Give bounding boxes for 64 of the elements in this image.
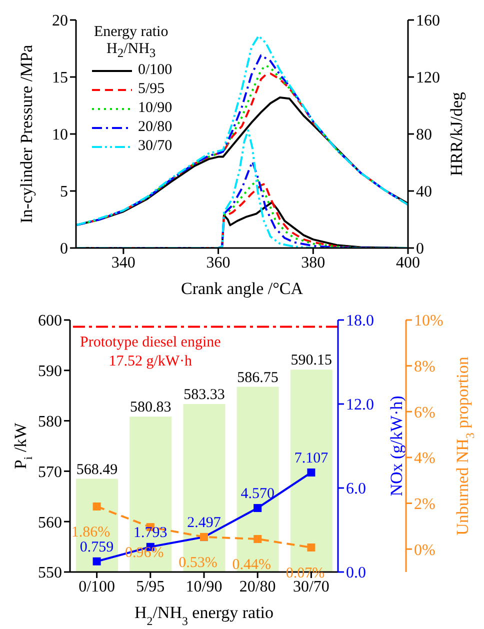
point (92, 502, 101, 510)
y2-tick-label: 40 (416, 184, 432, 201)
data-label: 580.83 (130, 400, 172, 416)
point (307, 468, 316, 476)
data-label: 583.33 (184, 387, 225, 404)
legend-label: 10/90 (138, 99, 172, 118)
x-tick-label: 5/95 (136, 578, 165, 596)
data-label: 0.759 (80, 539, 114, 556)
y3-tick-label: 6% (414, 404, 436, 422)
y-tick-label: 590 (38, 363, 62, 380)
y2-tick-label: 80 (416, 126, 432, 144)
ref-line-label: Prototype diesel engine 17.52 g/kW·h (80, 334, 222, 370)
y-tick-label: 580 (38, 413, 62, 430)
x-axis-title: Crank angle /°CA (181, 279, 304, 298)
legend-label: 0/100 (138, 61, 172, 80)
data-label: 590.15 (290, 352, 332, 369)
y3-tick-label: 10% (414, 312, 444, 330)
data-label: 2.497 (187, 515, 222, 532)
x-axis-title: H$_{2}$/NH$_{3}$ energy ratio (134, 603, 274, 628)
y2-axis-title: HRR/kJ/deg (446, 91, 466, 176)
data-label: 0.53% (178, 554, 218, 571)
x-tick-label: 380 (301, 254, 326, 272)
y-tick-label: 570 (38, 464, 62, 481)
x-tick-label: 0/100 (78, 578, 116, 596)
y-tick-label: 10 (52, 126, 68, 144)
y2-tick-label: 6.0 (346, 480, 366, 498)
data-label: 0.44% (232, 557, 271, 574)
y-tick-label: 0 (60, 240, 68, 258)
data-label: 568.49 (76, 462, 118, 478)
x-tick-label: 30/70 (292, 578, 330, 596)
data-label: 586.75 (237, 370, 278, 386)
y3-tick-label: 2% (414, 496, 436, 513)
data-label: 4.570 (240, 486, 274, 502)
point (92, 557, 101, 566)
legend-label: 5/95 (138, 80, 165, 99)
y3-tick-label: 4% (414, 450, 436, 468)
y3-tick-label: 8% (414, 358, 436, 376)
x-tick-label: 360 (206, 254, 230, 272)
y2-tick-label: 12.0 (346, 396, 374, 414)
y2-tick-label: 120 (416, 70, 440, 87)
y-tick-label: 550 (38, 564, 62, 582)
y-tick-label: 560 (38, 514, 62, 532)
data-label: 1.793 (134, 524, 168, 541)
legend-label: 20/80 (138, 118, 172, 137)
y2-tick-label: 160 (416, 12, 440, 30)
x-tick-label: 340 (111, 254, 136, 272)
y-tick-label: 600 (38, 312, 62, 330)
y2-tick-label: 0.0 (346, 564, 366, 582)
y2-tick-label: 18.0 (346, 312, 374, 330)
y2-axis-title: NOx (g/kW·h) (386, 396, 406, 496)
x-tick-label: 20/80 (239, 578, 276, 596)
data-label: 7.107 (294, 450, 329, 466)
y-tick-label: 15 (52, 70, 68, 87)
legend-title: Energy ratio H$_{2}$/NH$_{3}$ (92, 24, 170, 61)
point (254, 535, 262, 544)
y-tick-label: 20 (52, 12, 68, 30)
point (307, 543, 316, 552)
y3-tick-label: 0% (414, 542, 436, 559)
y-tick-label: 5 (60, 184, 68, 201)
x-tick-label: 10/90 (186, 578, 222, 596)
data-label: 1.86% (71, 524, 110, 540)
legend-label: 30/70 (138, 137, 172, 156)
y-axis-title: In-cylinder Pressure /MPa (16, 44, 36, 224)
point (254, 504, 262, 512)
